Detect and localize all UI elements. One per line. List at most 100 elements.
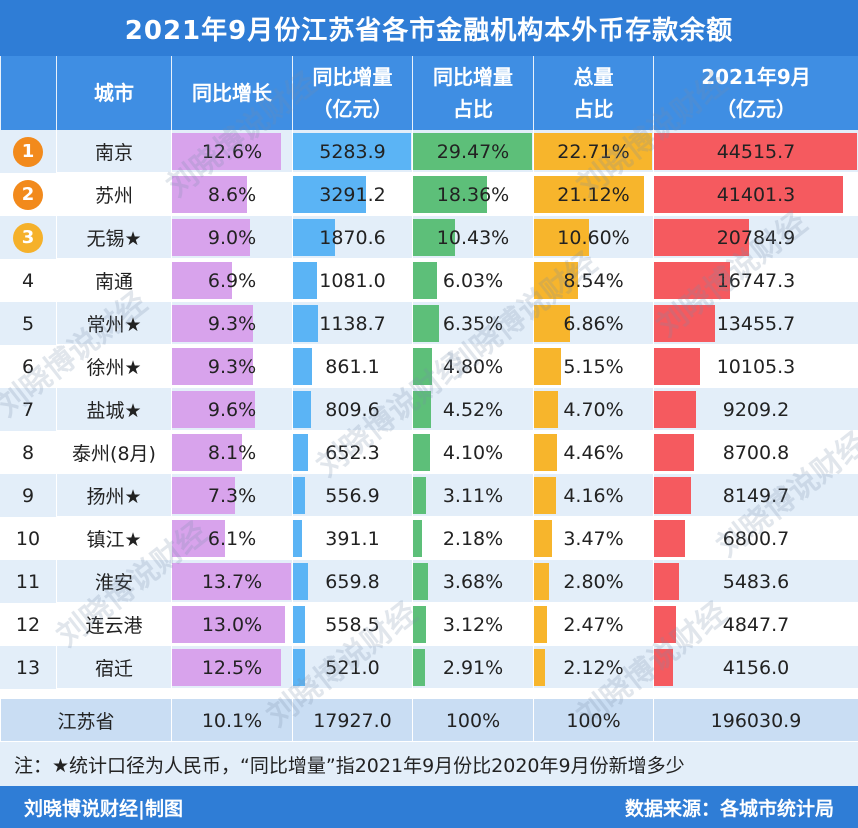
balance-value: 44515.7 [716,140,796,163]
city-name: 盐城★ [86,400,142,422]
share-increase-bar [413,520,422,557]
share-increase-cell: 4.52% [412,388,533,431]
share-total-value: 22.71% [557,140,630,163]
city-cell: 镇江★ [56,517,171,560]
share-total-cell: 2.47% [533,603,653,646]
share-increase-value: 3.12% [442,613,504,636]
total-share-increase-cell: 100% [412,699,533,742]
city-cell: 盐城★ [56,388,171,431]
rank-number: 7 [21,398,35,421]
share-increase-value: 6.03% [442,269,504,292]
share-total-bar [534,520,552,557]
table-row: 5 常州★ 9.3% 1138.7 6.35% 6.86% 13455.7 [0,302,858,345]
increase-value: 659.8 [325,570,380,593]
increase-value: 5283.9 [319,140,386,163]
increase-bar [293,606,305,643]
header-share-total-line2: 占比 [573,97,614,121]
share-increase-value: 29.47% [436,140,510,163]
share-total-cell: 3.47% [533,517,653,560]
balance-cell: 4847.7 [653,603,858,646]
rank-cell: 13 [0,646,56,689]
growth-cell: 9.3% [171,345,292,388]
growth-value: 8.1% [207,441,257,464]
increase-bar [293,391,311,428]
share-increase-cell: 2.91% [412,646,533,689]
header-increase: 同比增量 （亿元） [292,56,412,130]
rank-cell: 7 [0,388,56,431]
balance-value: 8149.7 [722,484,790,507]
header-share-total-line1: 总量 [573,65,614,89]
city-name: 常州★ [86,314,142,336]
increase-value: 1081.0 [319,269,386,292]
share-total-value: 5.15% [563,355,624,378]
share-increase-cell: 6.03% [412,259,533,302]
rank-number: 6 [21,355,35,378]
table-row: 12 连云港 13.0% 558.5 3.12% 2.47% 4847.7 [0,603,858,646]
share-increase-bar [413,176,487,213]
rank-cell: 10 [0,517,56,560]
increase-value: 652.3 [325,441,380,464]
share-increase-bar [413,606,426,643]
increase-bar [293,348,312,385]
city-cell: 南通 [56,259,171,302]
balance-cell: 5483.6 [653,560,858,603]
growth-cell: 8.6% [171,173,292,216]
growth-cell: 13.7% [171,560,292,603]
city-name: 镇江★ [86,529,142,551]
share-total-bar [534,219,589,256]
increase-bar [293,176,366,213]
balance-value: 13455.7 [716,312,796,335]
increase-bar [293,520,302,557]
table-row: 4 南通 6.9% 1081.0 6.03% 8.54% 16747.3 [0,259,858,302]
total-share-increase: 100% [445,709,501,732]
share-total-bar [534,477,556,514]
growth-bar [172,133,281,170]
total-increase-cell: 17927.0 [292,699,412,742]
growth-value: 8.6% [207,183,257,206]
balance-bar [654,305,715,342]
increase-cell: 1870.6 [292,216,412,259]
header-share-increase-line1: 同比增量 [433,65,513,89]
rank-cell: 6 [0,345,56,388]
balance-value: 4847.7 [722,613,790,636]
balance-cell: 41401.3 [653,173,858,216]
share-increase-cell: 3.12% [412,603,533,646]
balance-value: 10105.3 [716,355,796,378]
total-growth-cell: 10.1% [171,699,292,742]
increase-value: 556.9 [325,484,380,507]
share-increase-cell: 4.80% [412,345,533,388]
share-total-cell: 8.54% [533,259,653,302]
growth-bar [172,434,242,471]
balance-bar [654,262,730,299]
increase-value: 809.6 [325,398,380,421]
growth-bar [172,219,250,256]
city-cell: 苏州 [56,173,171,216]
growth-cell: 12.5% [171,646,292,689]
share-increase-cell: 18.36% [412,173,533,216]
share-total-bar [534,133,652,170]
increase-cell: 391.1 [292,517,412,560]
balance-bar [654,133,857,170]
share-total-value: 21.12% [557,183,630,206]
balance-bar [654,520,685,557]
total-balance: 196030.9 [710,709,802,732]
city-cell: 徐州★ [56,345,171,388]
header-increase-line2: （亿元） [312,97,393,121]
table-row: 11 淮安 13.7% 659.8 3.68% 2.80% 5483.6 [0,560,858,603]
share-total-cell: 2.12% [533,646,653,689]
growth-bar [172,649,281,686]
balance-value: 5483.6 [722,570,790,593]
header-rank [0,56,56,130]
rank-number: 10 [15,527,41,550]
table-header: 城市 同比增长 同比增量 （亿元） 同比增量 占比 总量 占比 2021年9月 （亿元） [0,56,858,130]
balance-bar [654,348,700,385]
balance-bar [654,176,843,213]
share-increase-bar [413,391,431,428]
balance-value: 9209.2 [722,398,790,421]
rank-number: 11 [15,570,41,593]
increase-value: 521.0 [325,656,380,679]
balance-cell: 44515.7 [653,130,858,173]
share-total-bar [534,391,558,428]
rank-cell: 2 [0,173,56,216]
share-increase-cell: 3.68% [412,560,533,603]
